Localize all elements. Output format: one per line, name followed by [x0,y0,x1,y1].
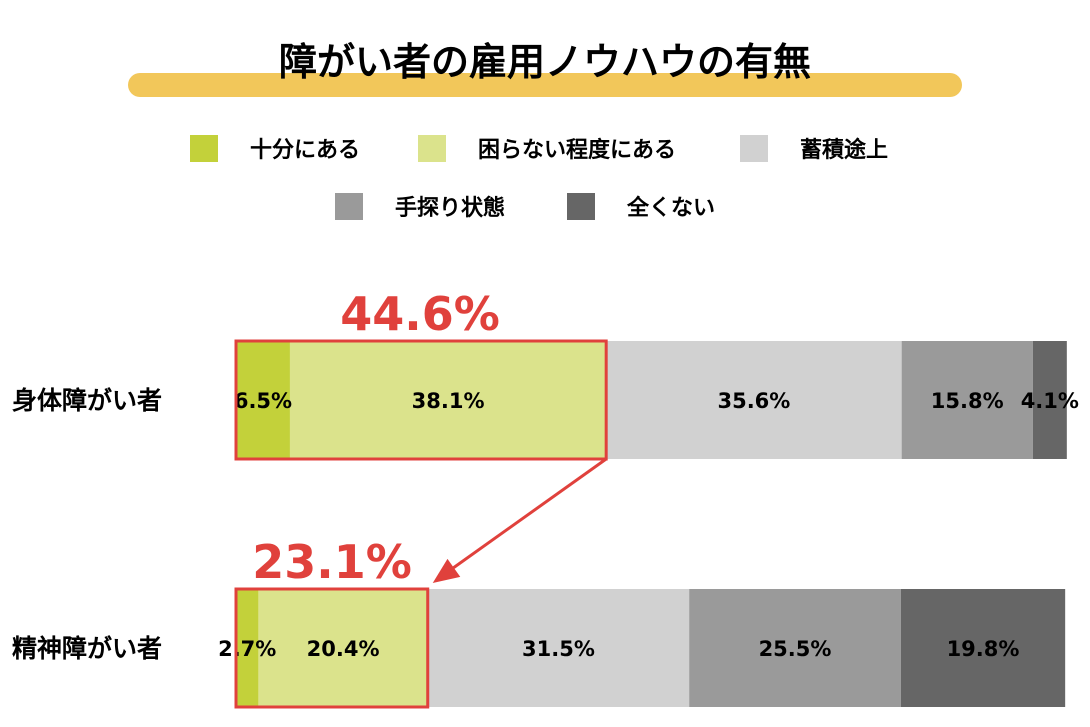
data-label-r1-s4: 15.8% [931,389,1004,413]
title-underline [128,73,962,97]
legend-label-4: 手探り状態 [395,195,505,221]
bar-r2-s2 [258,589,428,707]
data-label-r1-s3: 35.6% [717,389,790,413]
chart-title: 障がい者の雇用ノウハウの有無 [279,40,811,84]
category-label-2: 精神障がい者 [12,634,162,663]
bar-r2-s1 [236,589,259,707]
legend-label-3: 蓄積途上 [800,137,888,163]
legend-swatch-4 [335,193,363,220]
legend-swatch-3 [740,135,768,162]
highlight-group: 44.6% 23.1% [234,287,608,709]
bar-r2-s5 [900,589,1066,707]
data-label-r2-s1: 2.7% [218,637,276,661]
bar-r2-s3 [427,589,690,707]
legend-label-1: 十分にある [250,138,360,163]
data-label-r2-s3: 31.5% [522,637,595,661]
bar-labels: 6.5% 38.1% 35.6% 15.8% 4.1% 2.7% 20.4% 31.5% 25.… [218,389,1079,661]
data-label-r2-s5: 19.8% [947,637,1020,661]
highlight-value-2: 23.1% [252,535,412,589]
data-label-r1-s2: 38.1% [412,389,485,413]
bar-r1-s4 [901,341,1033,459]
legend-swatch-2 [418,135,446,162]
data-label-r1-s5: 4.1% [1021,389,1079,413]
legend-swatch-5 [567,193,595,220]
highlight-arrow-head [432,558,461,583]
bars [236,341,1067,707]
bar-r1-s2 [289,341,607,459]
highlight-arrow-line [443,457,608,576]
highlight-value-1: 44.6% [340,287,500,341]
legend-label-2: 困らない程度にある [478,137,676,163]
bar-r1-s1 [236,341,290,459]
data-label-r2-s4: 25.5% [759,637,832,661]
highlight-box-2 [234,587,430,709]
data-label-r2-s2: 20.4% [307,637,380,661]
legend-swatch-1 [190,135,218,162]
bar-r1-s3 [606,341,902,459]
category-label-1: 身体障がい者 [12,386,162,415]
bar-r1-s5 [1032,341,1067,459]
bar-r2-s4 [689,589,901,707]
legend-label-5: 全くない [626,195,715,221]
data-label-r1-s1: 6.5% [234,389,292,413]
highlight-box-1 [234,339,608,461]
